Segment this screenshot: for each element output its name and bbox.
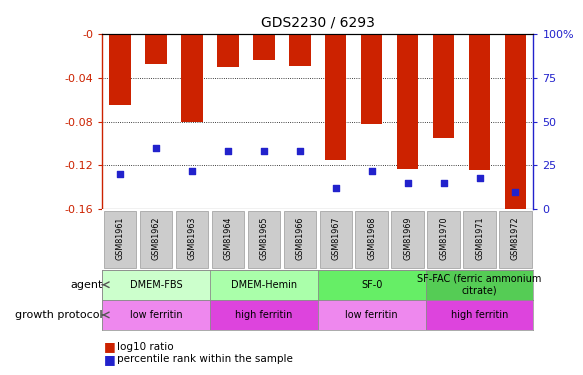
Bar (505, 34, 526, 209)
Text: low ferritin: low ferritin (345, 310, 398, 320)
Point (115, 171, 125, 177)
Point (439, 180, 448, 186)
Bar (433, 34, 454, 138)
Bar (181, 34, 203, 122)
Text: agent: agent (70, 280, 103, 290)
Text: GSM81967: GSM81967 (331, 216, 340, 260)
Bar (325, 34, 346, 160)
Bar (318, 300, 426, 330)
FancyBboxPatch shape (175, 210, 208, 268)
Text: DMEM-Hemin: DMEM-Hemin (231, 280, 297, 290)
Text: GSM81971: GSM81971 (475, 216, 484, 260)
Text: GSM81964: GSM81964 (223, 217, 233, 260)
Bar (426, 270, 533, 300)
Bar (102, 270, 210, 300)
Text: DMEM-FBS: DMEM-FBS (129, 280, 182, 290)
Text: GSM81972: GSM81972 (511, 216, 520, 260)
FancyBboxPatch shape (427, 210, 460, 268)
FancyBboxPatch shape (391, 210, 424, 268)
Point (259, 148, 268, 154)
FancyBboxPatch shape (283, 210, 316, 268)
Bar (102, 300, 210, 330)
Text: GSM81969: GSM81969 (403, 216, 412, 260)
Bar (145, 34, 167, 64)
Point (151, 145, 160, 151)
Text: percentile rank within the sample: percentile rank within the sample (117, 354, 293, 364)
FancyBboxPatch shape (319, 210, 352, 268)
Text: GSM81965: GSM81965 (259, 216, 268, 260)
Text: GSM81968: GSM81968 (367, 217, 376, 260)
Bar (397, 34, 419, 169)
Title: GDS2230 / 6293: GDS2230 / 6293 (261, 16, 375, 30)
Point (511, 189, 520, 195)
Text: GSM81961: GSM81961 (115, 217, 125, 260)
FancyBboxPatch shape (463, 210, 496, 268)
Text: ■: ■ (104, 353, 115, 366)
Text: GSM81966: GSM81966 (295, 217, 304, 260)
Text: log10 ratio: log10 ratio (117, 342, 173, 352)
Bar (469, 34, 490, 170)
FancyBboxPatch shape (499, 210, 532, 268)
Text: high ferritin: high ferritin (235, 310, 293, 320)
Bar (253, 34, 275, 60)
FancyBboxPatch shape (104, 210, 136, 268)
Text: growth protocol: growth protocol (15, 310, 103, 320)
Point (331, 185, 340, 191)
Text: GSM81963: GSM81963 (187, 217, 196, 260)
Text: SF-0: SF-0 (361, 280, 382, 290)
Point (223, 148, 233, 154)
Text: ■: ■ (104, 340, 115, 353)
Bar (289, 34, 311, 66)
FancyBboxPatch shape (248, 210, 280, 268)
Bar (210, 270, 318, 300)
Point (403, 180, 412, 186)
Text: low ferritin: low ferritin (129, 310, 182, 320)
Text: SF-FAC (ferric ammonium
citrate): SF-FAC (ferric ammonium citrate) (417, 274, 542, 296)
Point (475, 175, 484, 181)
Bar (109, 34, 131, 105)
FancyBboxPatch shape (356, 210, 388, 268)
Text: GSM81970: GSM81970 (439, 216, 448, 260)
Text: high ferritin: high ferritin (451, 310, 508, 320)
Point (295, 148, 304, 154)
Text: GSM81962: GSM81962 (152, 216, 160, 260)
Bar (426, 300, 533, 330)
Point (187, 168, 196, 174)
Bar (361, 34, 382, 124)
FancyBboxPatch shape (140, 210, 172, 268)
FancyBboxPatch shape (212, 210, 244, 268)
Bar (217, 34, 238, 67)
Bar (210, 300, 318, 330)
Bar (318, 270, 426, 300)
Point (367, 168, 377, 174)
